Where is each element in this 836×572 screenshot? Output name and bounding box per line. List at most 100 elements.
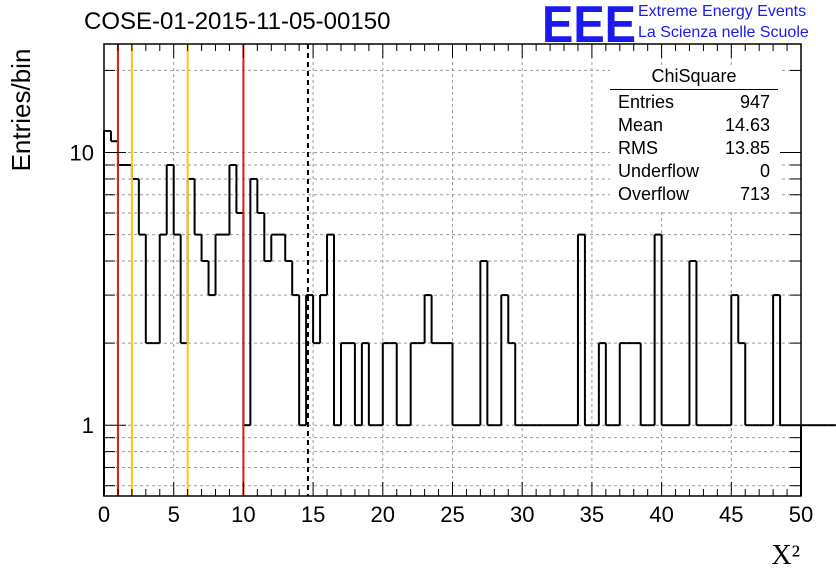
histogram-bin — [451, 343, 460, 427]
histogram-bin — [270, 233, 279, 262]
histogram-bin — [200, 234, 209, 263]
histogram-bin — [116, 141, 125, 166]
histogram-bin — [305, 294, 314, 426]
histogram-bin — [319, 294, 328, 344]
histogram-bin — [214, 233, 223, 296]
axis-ticks — [103, 44, 802, 496]
histogram-bin — [430, 295, 439, 345]
stats-key: Entries — [618, 92, 675, 112]
histogram-bin — [333, 234, 341, 427]
stats-value: 0 — [759, 161, 770, 181]
x-tick-label: 10 — [231, 502, 255, 527]
x-tick-label: 15 — [301, 502, 325, 527]
histogram-bin — [353, 343, 362, 427]
histogram-bin — [618, 342, 627, 426]
eee-logo-text: EEE — [542, 2, 636, 44]
histogram-bin — [772, 294, 781, 426]
stats-row-mean: Mean 14.63 — [618, 115, 770, 137]
stats-value: 713 — [739, 184, 770, 204]
x-tick-label: 20 — [371, 502, 395, 527]
stats-box: ChiSquare Entries 947 Mean 14.63 RMS 13.… — [610, 66, 780, 210]
stats-value: 13.85 — [724, 138, 770, 158]
histogram-bin — [367, 343, 376, 427]
histogram-bin — [284, 234, 293, 263]
histogram-bin — [395, 343, 404, 427]
histogram-bin — [326, 233, 335, 296]
histogram-bin — [660, 234, 669, 427]
x-tick-label: 25 — [440, 502, 464, 527]
histogram-bin — [130, 164, 139, 180]
histogram-bin — [172, 164, 181, 236]
histogram-bin — [500, 294, 509, 426]
histogram-bin — [576, 233, 585, 426]
histogram-bin — [604, 343, 613, 427]
x-tick-label: 5 — [168, 502, 180, 527]
stats-key: Mean — [618, 115, 664, 135]
x-tick-label: 30 — [510, 502, 534, 527]
histogram-bin — [639, 343, 648, 427]
histogram-bin — [109, 130, 118, 143]
y-tick-label: 10 — [70, 141, 94, 166]
histogram-bin — [486, 261, 495, 427]
histogram-bin — [737, 295, 746, 345]
stats-title: ChiSquare — [651, 66, 737, 86]
eee-logo: EEE — [542, 2, 636, 44]
x-tick-label: 0 — [98, 502, 110, 527]
stats-key: RMS — [618, 138, 658, 158]
x-tick-label: 40 — [649, 502, 673, 527]
histogram-bin — [144, 234, 153, 345]
histogram-bin — [339, 342, 348, 426]
histogram-bin — [381, 342, 390, 426]
stats-key: Underflow — [618, 161, 700, 181]
plot-frame — [103, 43, 802, 497]
stats-row-rms: RMS 13.85 — [618, 138, 770, 160]
histogram-bin — [730, 294, 739, 426]
histogram-bin — [312, 295, 321, 345]
histogram-bin — [779, 295, 788, 427]
stats-row-overflow: Overflow 713 — [618, 184, 770, 206]
histogram-bin — [207, 261, 216, 297]
histogram-bin — [298, 295, 307, 427]
x-tick-label: 50 — [789, 502, 813, 527]
histogram-bin — [165, 163, 174, 235]
histogram-bin — [744, 343, 753, 427]
histogram-bin — [653, 233, 662, 426]
x-tick-label: 35 — [580, 502, 604, 527]
histogram-bin — [688, 260, 697, 426]
histogram-bin — [360, 342, 369, 426]
histogram-bin — [235, 164, 244, 215]
histogram-bin — [479, 260, 488, 426]
histogram-bin — [249, 177, 258, 426]
stats-divider — [610, 89, 778, 90]
stats-value: 14.63 — [724, 115, 770, 135]
reference-lines — [116, 44, 309, 496]
tick-labels: 0 5 10 15 20 25 30 35 40 45 50 1 10 — [70, 141, 814, 527]
x-axis-label: X² — [771, 540, 800, 571]
histogram-bin — [256, 178, 265, 215]
histogram-bin — [514, 343, 523, 427]
chart-title: COSE-01-2015-11-05-00150 — [84, 8, 391, 35]
stats-row-underflow: Underflow 0 — [618, 161, 770, 183]
y-axis-label: Entries/bin — [6, 49, 36, 172]
histogram-bin — [409, 342, 418, 426]
y-tick-label: 1 — [82, 413, 94, 438]
stats-value: 947 — [739, 92, 770, 112]
stats-key: Overflow — [618, 184, 690, 204]
histogram-bin — [103, 129, 111, 496]
brand-line-2: La Scienza nelle Scuole — [638, 24, 809, 41]
histogram-bin — [597, 342, 606, 426]
histogram-bin — [583, 234, 592, 427]
histogram-bin — [158, 233, 167, 344]
histogram-bin — [137, 178, 146, 236]
x-tick-label: 45 — [719, 502, 743, 527]
histogram-bin — [242, 213, 251, 427]
stats-row-entries: Entries 947 — [618, 92, 770, 114]
histogram-bin — [291, 261, 300, 297]
histogram-bin — [179, 234, 188, 345]
histogram-bin — [193, 178, 202, 236]
histogram-bin — [263, 213, 272, 263]
histogram-bin — [228, 163, 237, 235]
histogram-bin — [695, 261, 704, 427]
brand-line-1: Extreme Energy Events — [638, 3, 807, 20]
